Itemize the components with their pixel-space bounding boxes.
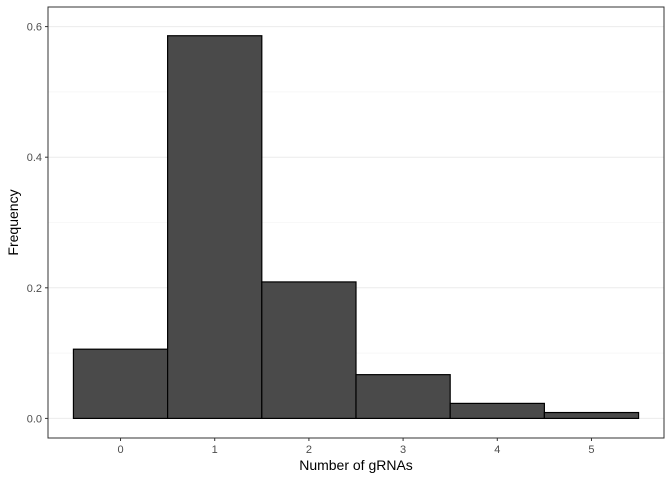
x-tick-label: 3 [400, 444, 406, 456]
x-tick-label: 0 [117, 444, 123, 456]
axis-ticks: 0.0 0.2 0.4 0.6 0 1 2 3 4 5 [27, 22, 595, 456]
y-tick-label: 0.2 [27, 283, 42, 295]
bar-2 [261, 281, 357, 420]
panel-border [47, 6, 665, 439]
y-tick-label: 0.0 [27, 413, 42, 425]
y-tick-label: 0.6 [27, 22, 42, 34]
bar-0 [72, 348, 169, 420]
x-tick-label: 2 [306, 444, 312, 456]
bar-1 [167, 35, 263, 420]
y-axis-title: Frequency [5, 189, 21, 255]
x-tick-label: 5 [588, 444, 594, 456]
x-tick-label: 4 [494, 444, 500, 456]
x-axis-title: Number of gRNAs [299, 457, 413, 473]
bar-3 [355, 374, 451, 420]
y-tick-label: 0.4 [27, 152, 42, 164]
x-tick-label: 1 [212, 444, 218, 456]
bars [72, 35, 640, 420]
bar-4 [449, 402, 545, 420]
bar-5 [543, 411, 640, 420]
